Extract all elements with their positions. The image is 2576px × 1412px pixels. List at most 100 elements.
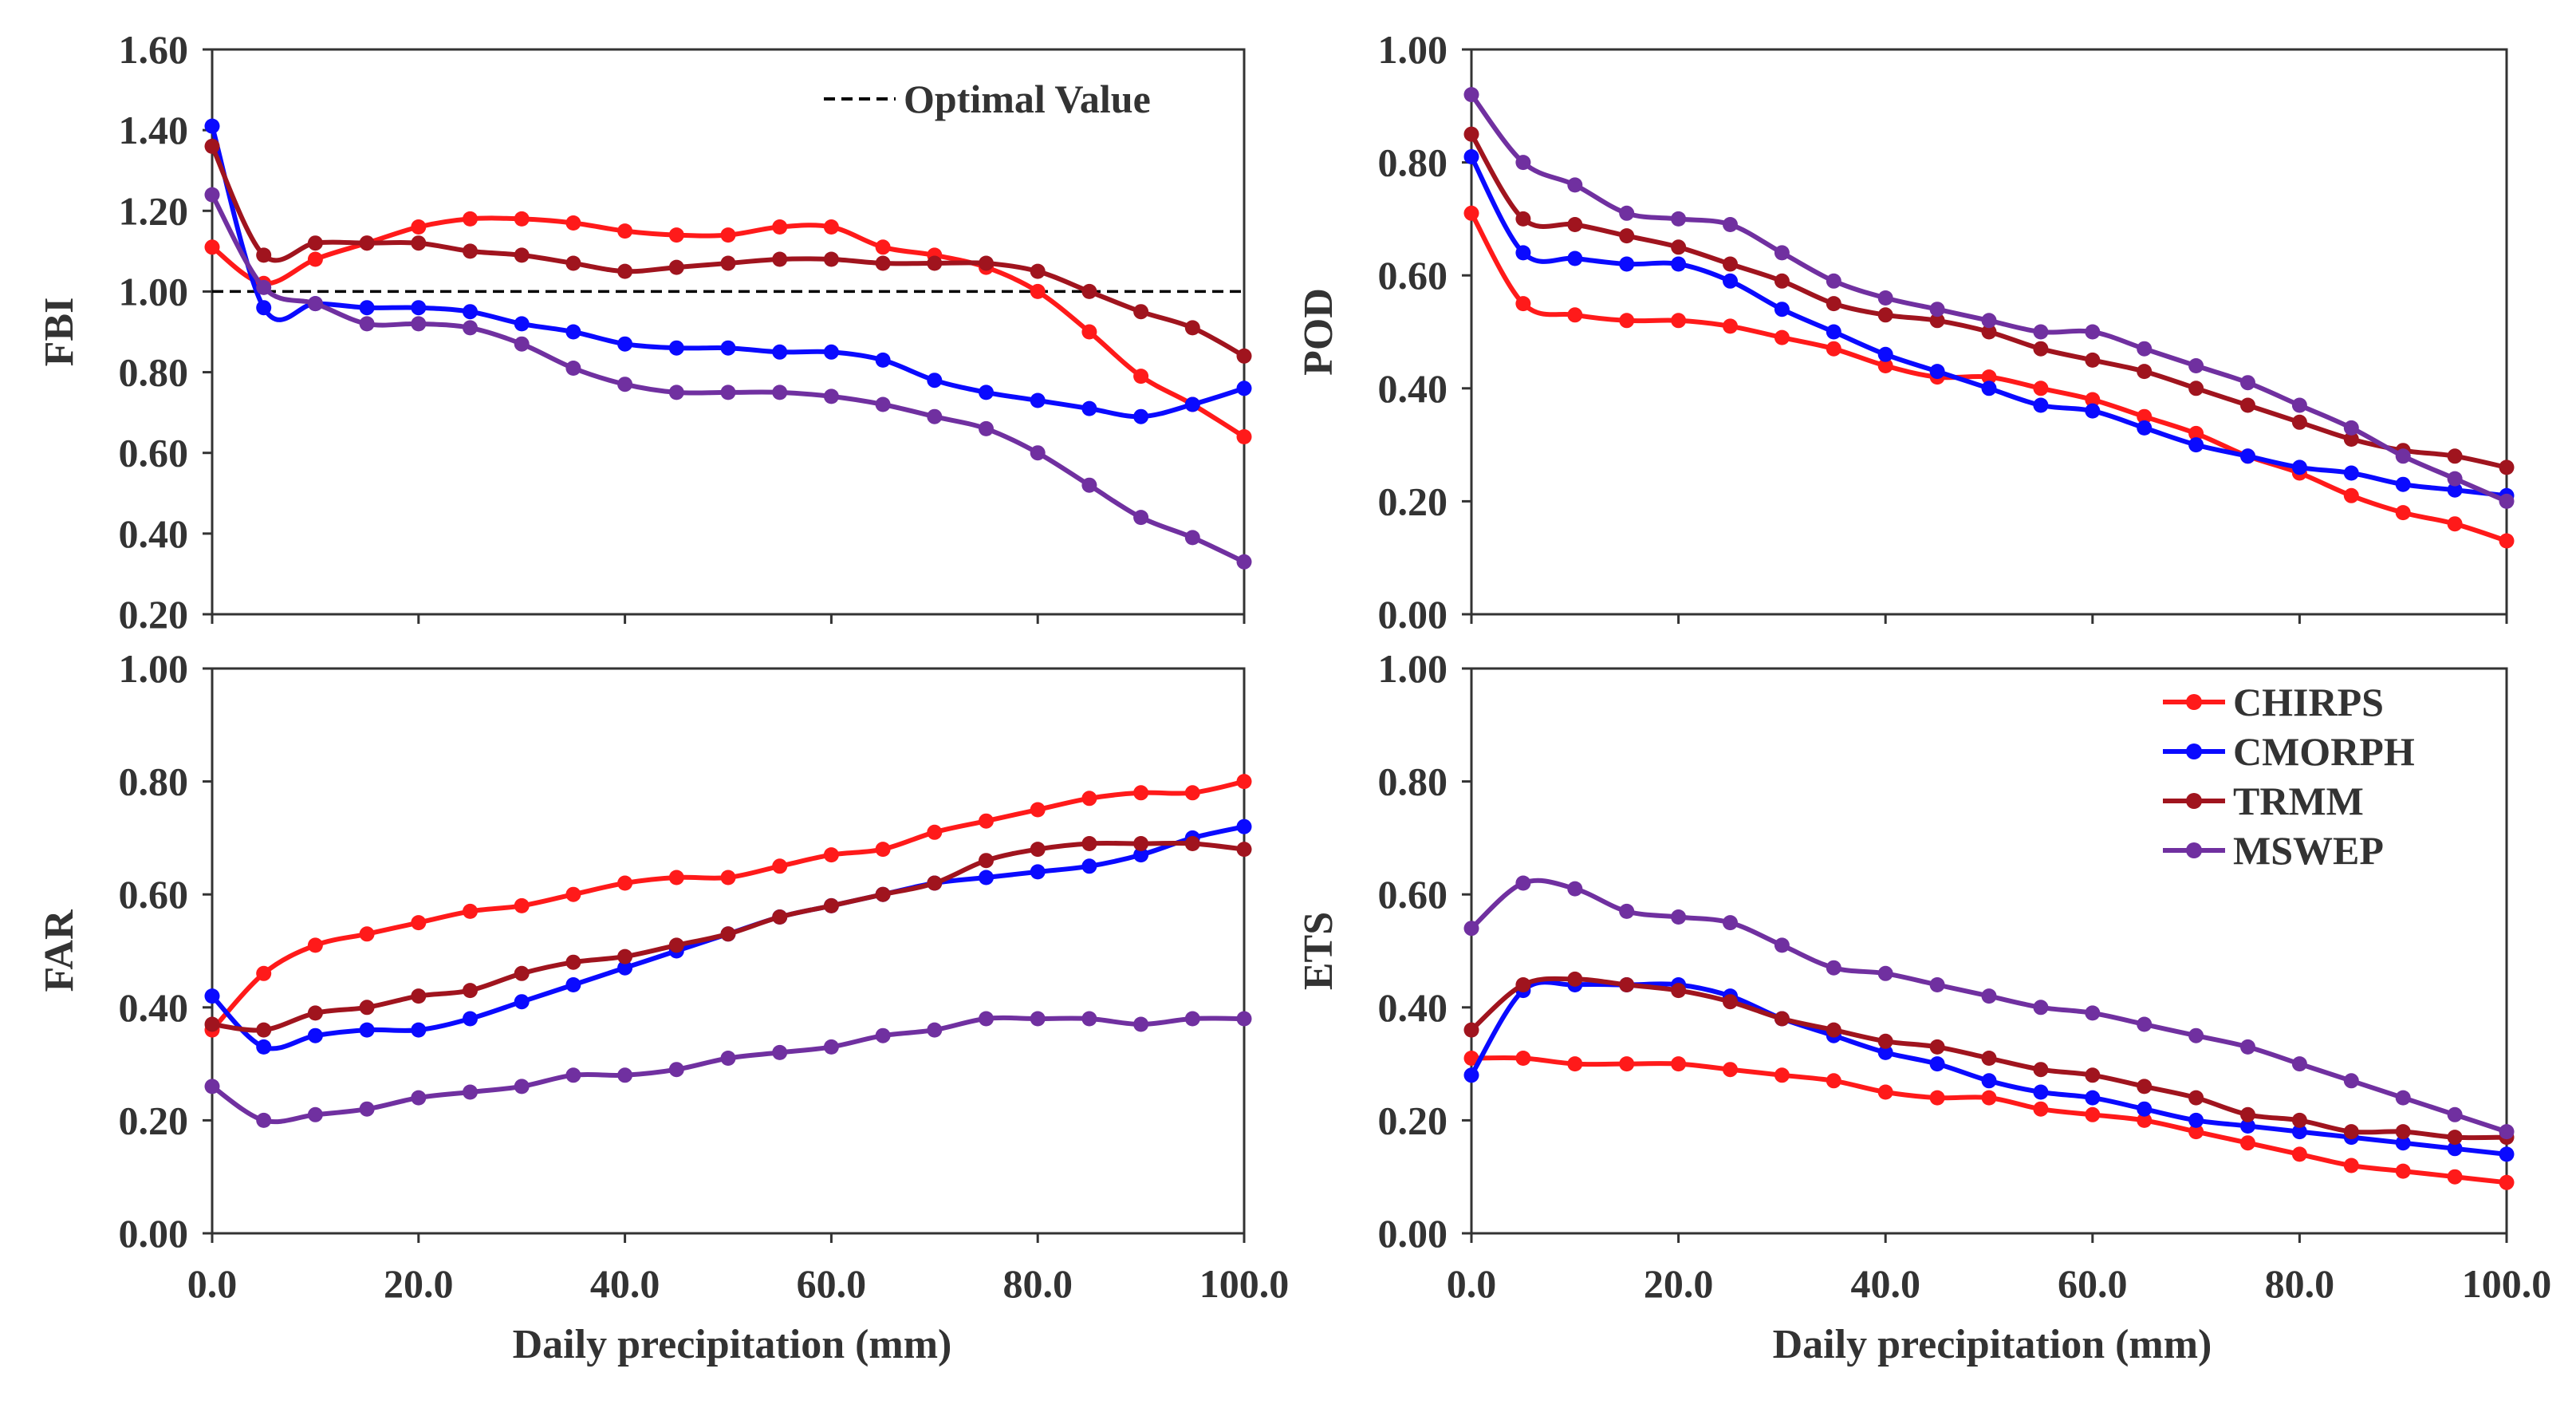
far-point-trmm-90 xyxy=(1133,836,1149,851)
ets-point-cmorph-90 xyxy=(2395,1135,2411,1151)
ets-point-chirps-60 xyxy=(2085,1106,2101,1122)
pod-point-chirps-5 xyxy=(1515,296,1531,312)
fbi-point-chirps-25 xyxy=(463,211,478,227)
ets-point-chirps-10 xyxy=(1567,1056,1583,1072)
fbi-point-trmm-0 xyxy=(204,138,220,154)
pod-point-mswep-20 xyxy=(1671,211,1687,227)
pod-point-trmm-85 xyxy=(2343,432,2359,447)
ets-point-trmm-25 xyxy=(1723,994,1738,1010)
far-point-chirps-25 xyxy=(463,903,478,919)
far-point-trmm-80 xyxy=(1030,842,1046,858)
fbi-point-mswep-60 xyxy=(823,388,839,404)
optimal-value-legend: Optimal Value xyxy=(824,77,1151,121)
pod-point-mswep-50 xyxy=(1981,313,1997,329)
fbi-point-mswep-45 xyxy=(668,385,684,400)
pod-point-cmorph-0 xyxy=(1463,149,1479,164)
ets-point-mswep-95 xyxy=(2447,1106,2463,1122)
fbi-point-cmorph-100 xyxy=(1236,381,1252,396)
fbi-point-cmorph-90 xyxy=(1133,408,1149,424)
fbi-point-cmorph-75 xyxy=(979,385,994,400)
far-point-chirps-90 xyxy=(1133,785,1149,801)
fbi-point-mswep-75 xyxy=(979,420,994,436)
far-point-mswep-30 xyxy=(514,1079,530,1094)
pod-point-mswep-90 xyxy=(2395,448,2411,464)
far-point-chirps-35 xyxy=(565,886,581,902)
far-y-tick-label: 0.40 xyxy=(119,985,189,1030)
legend-marker-cmorph xyxy=(2186,743,2202,759)
ets-x-tick-label: 60.0 xyxy=(2058,1261,2128,1306)
pod-point-mswep-25 xyxy=(1723,217,1738,232)
pod-point-mswep-55 xyxy=(2033,324,2049,340)
pod-point-chirps-60 xyxy=(2085,392,2101,408)
far-point-trmm-75 xyxy=(979,853,994,869)
far-point-chirps-70 xyxy=(927,824,943,840)
far-point-trmm-25 xyxy=(463,983,478,999)
pod-point-cmorph-45 xyxy=(1929,364,1945,380)
ets-point-trmm-40 xyxy=(1877,1033,1893,1049)
ets-point-trmm-75 xyxy=(2240,1106,2255,1122)
fbi-point-chirps-50 xyxy=(720,227,736,243)
far-point-trmm-30 xyxy=(514,965,530,981)
fbi-point-chirps-100 xyxy=(1236,429,1252,444)
ets-point-mswep-0 xyxy=(1463,921,1479,937)
far-point-chirps-40 xyxy=(617,875,633,891)
pod-point-trmm-45 xyxy=(1929,313,1945,329)
far-point-mswep-25 xyxy=(463,1084,478,1100)
ets-point-mswep-80 xyxy=(2291,1056,2307,1072)
far-point-mswep-50 xyxy=(720,1051,736,1066)
far-point-cmorph-80 xyxy=(1030,864,1046,880)
fbi-point-chirps-45 xyxy=(668,227,684,243)
ets-point-mswep-5 xyxy=(1515,875,1531,891)
far-point-trmm-20 xyxy=(411,988,427,1004)
fbi-y-tick-label: 0.60 xyxy=(119,431,189,475)
far-point-mswep-45 xyxy=(668,1062,684,1078)
ets-point-mswep-60 xyxy=(2085,1005,2101,1021)
fbi-point-chirps-10 xyxy=(307,251,323,267)
ets-point-cmorph-40 xyxy=(1877,1044,1893,1060)
far-point-mswep-90 xyxy=(1133,1016,1149,1032)
pod-point-chirps-95 xyxy=(2447,516,2463,532)
pod-point-chirps-55 xyxy=(2033,381,2049,396)
pod-point-cmorph-35 xyxy=(1826,324,1841,340)
ets-plot-frame xyxy=(1470,667,2508,1235)
ets-point-mswep-50 xyxy=(1981,988,1997,1004)
far-point-chirps-30 xyxy=(514,897,530,913)
far-point-trmm-45 xyxy=(668,937,684,953)
fbi-point-mswep-80 xyxy=(1030,445,1046,461)
fbi-plot-frame xyxy=(211,48,1246,616)
ets-point-mswep-65 xyxy=(2137,1016,2153,1032)
ets-point-chirps-90 xyxy=(2395,1163,2411,1179)
pod-point-mswep-95 xyxy=(2447,471,2463,487)
pod-point-cmorph-20 xyxy=(1671,256,1687,272)
far-point-cmorph-20 xyxy=(411,1022,427,1038)
fbi-point-trmm-60 xyxy=(823,251,839,267)
pod-point-cmorph-85 xyxy=(2343,465,2359,481)
pod-point-trmm-60 xyxy=(2085,352,2101,368)
ets-y-tick-label: 1.00 xyxy=(1378,646,1448,691)
pod-y-tick-label: 1.00 xyxy=(1378,27,1448,72)
ets-point-trmm-30 xyxy=(1774,1011,1790,1027)
ets-point-chirps-65 xyxy=(2137,1112,2153,1128)
pod-point-chirps-35 xyxy=(1826,341,1841,357)
far-point-chirps-60 xyxy=(823,847,839,863)
ets-point-mswep-45 xyxy=(1929,977,1945,992)
fbi-point-chirps-0 xyxy=(204,239,220,255)
ets-y-tick-label: 0.80 xyxy=(1378,759,1448,804)
fbi-point-trmm-40 xyxy=(617,263,633,279)
ets-point-trmm-65 xyxy=(2137,1079,2153,1094)
far-point-mswep-55 xyxy=(772,1044,788,1060)
far-point-chirps-20 xyxy=(411,915,427,931)
far-point-cmorph-85 xyxy=(1081,858,1097,874)
far-point-chirps-75 xyxy=(979,813,994,829)
far-point-cmorph-100 xyxy=(1236,818,1252,834)
far-series-line-chirps xyxy=(210,779,1245,1032)
far-point-chirps-95 xyxy=(1184,785,1200,801)
ets-point-trmm-0 xyxy=(1463,1022,1479,1038)
fbi-point-mswep-95 xyxy=(1184,530,1200,546)
far-point-trmm-65 xyxy=(875,886,891,902)
pod-point-chirps-85 xyxy=(2343,487,2359,503)
fbi-point-mswep-40 xyxy=(617,377,633,392)
fbi-point-chirps-35 xyxy=(565,215,581,231)
fbi-y-tick-label: 0.80 xyxy=(119,350,189,395)
